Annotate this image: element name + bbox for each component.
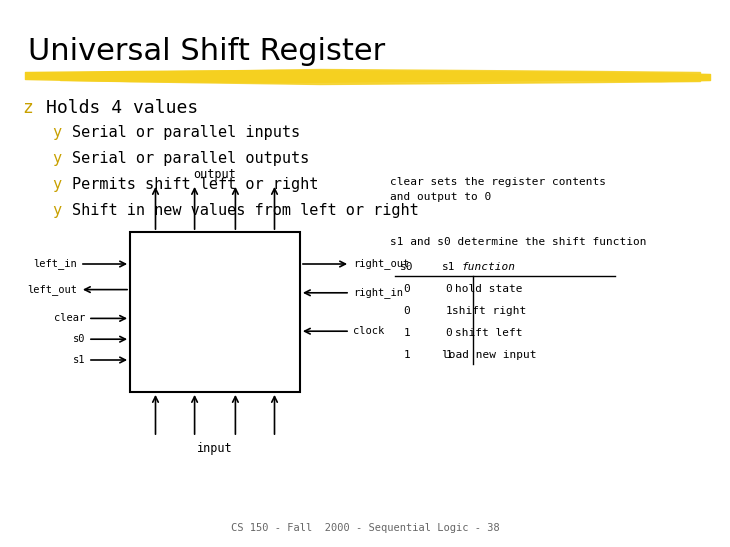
Text: Serial or parallel outputs: Serial or parallel outputs [72, 151, 310, 166]
Text: clock: clock [353, 326, 384, 336]
Text: s1: s1 [442, 262, 456, 272]
Text: CS 150 - Fall  2000 - Sequential Logic - 38: CS 150 - Fall 2000 - Sequential Logic - … [231, 523, 499, 533]
Text: 0: 0 [445, 284, 453, 294]
Text: function: function [462, 262, 516, 272]
Text: input: input [197, 442, 233, 455]
Text: right_out: right_out [353, 259, 410, 270]
Text: load new input: load new input [442, 350, 537, 360]
Text: Universal Shift Register: Universal Shift Register [28, 37, 385, 66]
Text: y: y [52, 177, 61, 192]
Text: 0: 0 [445, 328, 453, 338]
Text: left_in: left_in [34, 259, 77, 270]
Text: 1: 1 [404, 328, 410, 338]
Text: Holds 4 values: Holds 4 values [46, 99, 199, 117]
Text: 1: 1 [445, 306, 453, 316]
Text: y: y [52, 203, 61, 218]
Text: s0: s0 [400, 262, 414, 272]
Text: Shift in new values from left or right: Shift in new values from left or right [72, 203, 419, 218]
Text: clear sets the register contents
and output to 0: clear sets the register contents and out… [390, 177, 606, 202]
Text: y: y [52, 125, 61, 140]
Text: shift right: shift right [452, 306, 526, 316]
Text: right_in: right_in [353, 287, 403, 298]
Text: 0: 0 [404, 284, 410, 294]
Text: y: y [52, 151, 61, 166]
Bar [130, 232, 300, 392]
Text: s1 and s0 determine the shift function: s1 and s0 determine the shift function [390, 237, 647, 247]
Text: Serial or parallel inputs: Serial or parallel inputs [72, 125, 300, 140]
Text: hold state: hold state [456, 284, 523, 294]
Text: output: output [193, 168, 237, 181]
Text: shift left: shift left [456, 328, 523, 338]
Text: 0: 0 [404, 306, 410, 316]
Text: left_out: left_out [27, 284, 77, 295]
Text: s0: s0 [72, 334, 85, 344]
Text: Permits shift left or right: Permits shift left or right [72, 177, 318, 192]
Text: clear: clear [54, 313, 85, 323]
Text: s1: s1 [72, 355, 85, 365]
Text: 1: 1 [404, 350, 410, 360]
Text: z: z [22, 99, 33, 117]
Text: 1: 1 [445, 350, 453, 360]
